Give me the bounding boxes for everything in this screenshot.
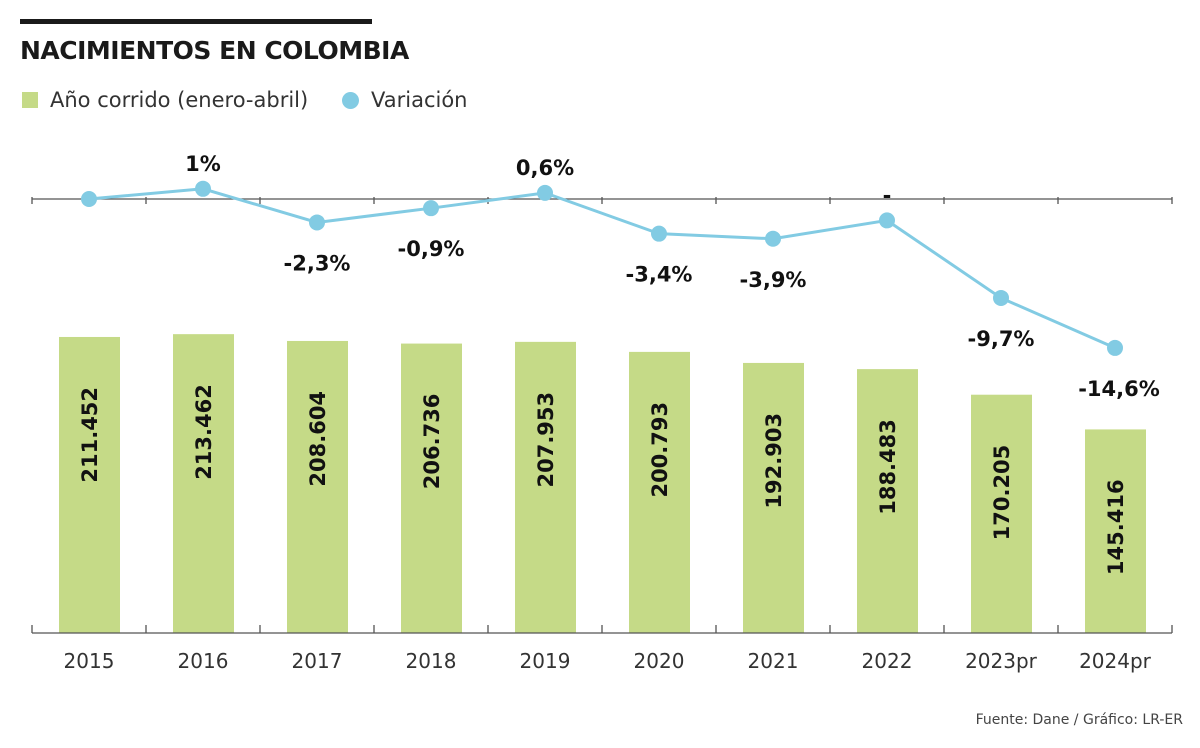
x-tick-label: 2015	[64, 649, 115, 673]
x-tick-label: 2022	[862, 649, 913, 673]
bar	[173, 334, 234, 633]
chart-title: NACIMIENTOS EN COLOMBIA	[20, 36, 409, 65]
legend-swatch-line	[342, 91, 359, 109]
bar-value-label: 208.604	[306, 391, 330, 487]
variation-label: -	[883, 183, 892, 207]
bar-value-label: 192.903	[762, 413, 786, 509]
legend-swatch-bars	[22, 92, 38, 108]
bar-value-label: 213.462	[192, 384, 216, 480]
legend-label-bars: Año corrido (enero-abril)	[50, 88, 309, 112]
variation-point	[879, 212, 895, 229]
bar-value-label: 170.205	[990, 445, 1014, 541]
variation-point	[1107, 339, 1123, 356]
bar-value-label: 207.953	[534, 392, 558, 488]
variation-label: -9,7%	[968, 327, 1035, 351]
x-tick-label: 2017	[292, 649, 343, 673]
legend-item-bars: Año corrido (enero-abril)	[22, 88, 308, 112]
title-rule	[20, 19, 372, 24]
bar-value-label: 211.452	[78, 387, 102, 483]
source-note: Fuente: Dane / Gráfico: LR-ER	[975, 712, 1183, 728]
bar	[1085, 429, 1146, 633]
variation-line	[88, 187, 1116, 350]
bar-value-label: 188.483	[876, 419, 900, 515]
variation-point	[81, 191, 97, 207]
x-tick-label: 2020	[634, 649, 685, 673]
variation-label: 1%	[185, 152, 221, 176]
variation-point	[423, 200, 439, 217]
variation-point	[309, 214, 325, 231]
bar-value-label: 206.736	[420, 394, 444, 490]
x-tick-label: 2018	[406, 649, 457, 673]
bar-value-label: 200.793	[648, 402, 672, 498]
variation-point	[537, 184, 553, 201]
bar	[59, 336, 120, 633]
bar-value-label: 145.416	[1104, 479, 1128, 575]
bar	[515, 341, 576, 633]
variation-label: -0,9%	[398, 237, 465, 261]
x-tick-label: 2021	[748, 649, 799, 673]
bar	[857, 369, 918, 633]
bar	[401, 343, 462, 633]
x-tick-label: 2016	[178, 649, 229, 673]
bar	[287, 340, 348, 633]
variation-label: -14,6%	[1078, 377, 1160, 401]
variation-label: -2,3%	[284, 251, 351, 275]
variation-label: 0,6%	[516, 156, 574, 180]
legend-item-line: Variación	[342, 88, 467, 112]
bar	[629, 351, 690, 633]
variation-point	[195, 180, 211, 197]
variation-point	[993, 289, 1009, 306]
x-tick-label: 2023pr	[965, 649, 1038, 673]
bar	[743, 362, 804, 633]
x-tick-label: 2024pr	[1079, 649, 1152, 673]
bar	[971, 394, 1032, 633]
legend-label-line: Variación	[371, 88, 468, 112]
x-tick-label: 2019	[520, 649, 571, 673]
variation-label: -3,9%	[740, 268, 807, 292]
variation-label: -3,4%	[626, 263, 693, 287]
variation-point	[651, 225, 667, 242]
variation-point	[765, 230, 781, 247]
